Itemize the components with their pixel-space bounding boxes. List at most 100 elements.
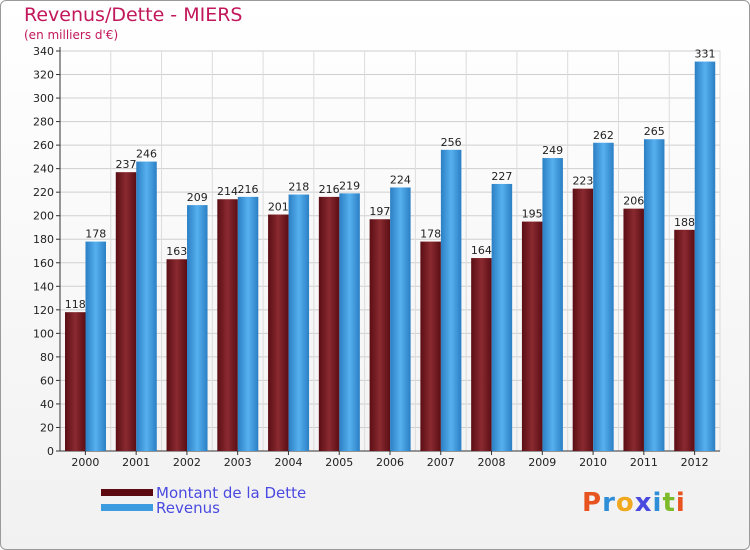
- bar-revenue-2004: [288, 194, 310, 451]
- bar-revenue-2010: [593, 142, 614, 451]
- x-tick-label: 2006: [376, 456, 404, 469]
- bar-revenue-2012: [694, 61, 716, 452]
- logo-letter: o: [615, 488, 635, 518]
- logo-letter: P: [582, 488, 603, 518]
- data-label-revenue-2009: 249: [542, 144, 563, 157]
- bar-revenue-2011: [643, 139, 665, 451]
- y-tick-label: 320: [33, 69, 54, 82]
- y-tick-label: 40: [40, 398, 54, 411]
- proxiti-logo: Proxiti: [582, 488, 686, 518]
- y-tick-label: 200: [33, 210, 54, 223]
- chart-title: Revenus/Dette - MIERS: [24, 4, 243, 26]
- x-tick-label: 2007: [427, 456, 455, 469]
- data-label-revenue-2003: 216: [238, 183, 259, 196]
- x-tick-label: 2004: [274, 456, 302, 469]
- bar-debt-2006: [369, 219, 391, 451]
- y-tick-label: 340: [33, 45, 54, 58]
- x-tick-label: 2003: [224, 456, 252, 469]
- y-tick-label: 220: [33, 186, 54, 199]
- x-tick-label: 2009: [528, 456, 556, 469]
- legend-swatch-revenue: [101, 504, 153, 511]
- bar-revenue-2002: [187, 205, 208, 451]
- data-label-debt-2004: 201: [268, 201, 289, 214]
- y-tick-label: 140: [33, 280, 54, 293]
- x-tick-label: 2005: [325, 456, 353, 469]
- bar-revenue-2009: [542, 158, 563, 451]
- data-label-revenue-2002: 209: [187, 191, 208, 204]
- chart-subtitle: (en milliers d'€): [24, 28, 119, 42]
- x-tick-label: 2002: [173, 456, 201, 469]
- bar-debt-2009: [521, 221, 543, 451]
- x-tick-label: 2012: [681, 456, 709, 469]
- y-tick-label: 300: [33, 92, 54, 105]
- bar-debt-2007: [420, 241, 441, 451]
- y-tick-label: 80: [40, 351, 54, 364]
- logo-letter: x: [634, 488, 653, 518]
- legend-swatch-debt: [101, 489, 153, 496]
- y-tick-label: 260: [33, 139, 54, 152]
- bar-revenue-2005: [339, 193, 360, 451]
- data-label-debt-2007: 178: [420, 228, 441, 241]
- data-label-revenue-2011: 265: [644, 125, 665, 138]
- logo-letter: r: [602, 488, 616, 518]
- logo-letter: i: [652, 488, 663, 518]
- logo-letter: t: [662, 488, 676, 518]
- bar-debt-2011: [623, 208, 644, 451]
- bars: [65, 61, 716, 452]
- data-label-revenue-2000: 178: [85, 228, 106, 241]
- data-label-revenue-2005: 219: [339, 179, 360, 192]
- x-tick-label: 2011: [630, 456, 658, 469]
- data-label-revenue-2006: 224: [390, 173, 411, 186]
- bar-debt-2012: [674, 229, 695, 451]
- data-label-revenue-2004: 218: [288, 181, 309, 194]
- bar-revenue-2008: [491, 183, 513, 452]
- data-label-revenue-2007: 256: [441, 136, 462, 149]
- data-label-debt-2012: 188: [674, 216, 695, 229]
- bar-revenue-2003: [237, 196, 259, 451]
- bar-debt-2001: [115, 172, 137, 452]
- y-tick-label: 20: [40, 421, 54, 434]
- bar-debt-2003: [217, 199, 238, 451]
- data-label-debt-2000: 118: [65, 298, 86, 311]
- y-tick-label: 180: [33, 233, 54, 246]
- data-label-revenue-2008: 227: [491, 170, 512, 183]
- bar-debt-2004: [268, 214, 289, 451]
- bar-revenue-2001: [136, 161, 157, 451]
- y-tick-label: 240: [33, 163, 54, 176]
- data-label-debt-2005: 216: [319, 183, 340, 196]
- data-label-debt-2003: 214: [217, 185, 238, 198]
- x-tick-label: 2000: [71, 456, 99, 469]
- x-tick-label: 2010: [579, 456, 607, 469]
- data-label-revenue-2010: 262: [593, 129, 614, 142]
- x-tick-label: 2008: [478, 456, 506, 469]
- data-label-debt-2010: 223: [572, 175, 593, 188]
- data-label-debt-2008: 164: [471, 244, 492, 257]
- y-tick-label: 280: [33, 116, 54, 129]
- data-label-debt-2011: 206: [623, 195, 644, 208]
- x-tick-label: 2001: [122, 456, 150, 469]
- y-tick-label: 160: [33, 257, 54, 270]
- data-label-revenue-2012: 331: [694, 48, 715, 61]
- y-tick-label: 0: [47, 445, 54, 458]
- bar-debt-2010: [572, 188, 594, 451]
- data-label-revenue-2001: 246: [136, 148, 157, 161]
- data-label-debt-2002: 163: [166, 245, 187, 258]
- y-tick-label: 120: [33, 304, 54, 317]
- data-label-debt-2001: 237: [116, 158, 137, 171]
- bar-revenue-2007: [440, 149, 462, 451]
- logo-letter: i: [675, 488, 686, 518]
- bar-debt-2008: [471, 258, 492, 451]
- legend-label-revenue: Revenus: [156, 499, 220, 517]
- bar-revenue-2000: [85, 241, 106, 451]
- y-tick-label: 100: [33, 327, 54, 340]
- y-tick-label: 60: [40, 374, 54, 387]
- legend-label-debt: Montant de la Dette: [156, 484, 307, 502]
- bar-debt-2005: [318, 196, 340, 451]
- bar-debt-2002: [166, 259, 188, 451]
- data-label-debt-2006: 197: [369, 205, 390, 218]
- data-label-debt-2009: 195: [522, 208, 543, 221]
- bar-revenue-2006: [390, 187, 411, 451]
- bar-debt-2000: [65, 312, 86, 451]
